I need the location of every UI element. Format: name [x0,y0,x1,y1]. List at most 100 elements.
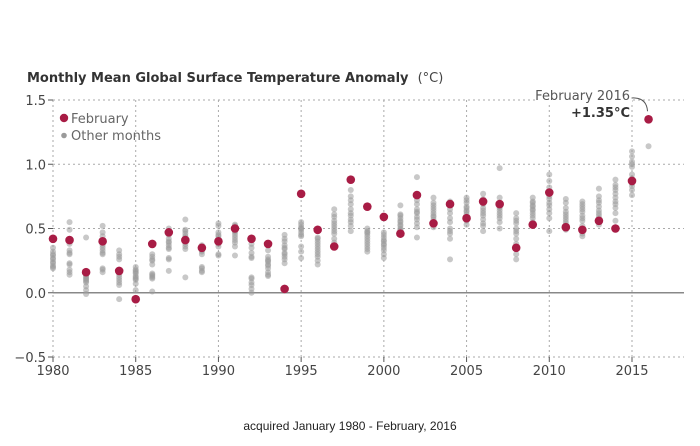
other-month-point [116,253,123,260]
chart-title-unit: (°C) [418,71,444,86]
annotation-background [535,88,632,103]
other-month-point [347,222,354,229]
other-month-point [595,193,602,200]
other-month-point [463,197,470,204]
other-month-point [513,217,520,224]
other-month-point [99,266,106,273]
other-month-point [513,251,520,258]
february-point [98,237,107,246]
other-month-point [165,238,172,245]
other-month-point [595,199,602,206]
other-month-point [595,185,602,192]
other-month-point [83,287,90,294]
other-month-point [447,256,454,263]
other-month-point [298,255,305,262]
other-month-point [364,243,371,250]
february-point [181,235,190,245]
other-month-point [331,228,338,235]
february-point [528,220,538,229]
other-month-point [215,231,222,238]
february-point [511,243,521,253]
other-month-point [298,243,305,250]
other-month-point [447,215,454,222]
other-month-point [546,171,553,178]
other-month-point [629,148,635,155]
other-month-point [231,234,238,241]
other-month-point [149,270,156,277]
other-month-point [579,233,586,240]
other-month-point [513,228,520,235]
other-month-point [380,255,387,262]
february-point [561,222,571,232]
february-point [429,219,438,228]
other-month-point [447,210,454,217]
other-month-point [364,229,371,236]
other-month-point [66,249,73,256]
other-month-point [165,244,172,251]
other-month-point [347,228,354,235]
other-month-point [612,184,619,191]
other-month-point [298,233,305,240]
other-month-point [529,212,536,219]
other-month-point [513,210,520,217]
february-point [65,235,74,245]
other-month-point [413,234,420,241]
other-month-point [99,247,106,254]
february-point [544,188,554,197]
other-month-point [513,235,520,242]
other-month-point [347,201,354,208]
february-point [147,239,157,249]
other-month-point [198,267,205,274]
other-month-point [546,177,553,184]
other-month-point [496,165,503,172]
february-point [396,229,405,238]
other-month-point [347,193,354,200]
other-month-point [496,194,503,201]
x-tick-label: 2000 [367,364,400,379]
other-month-point [612,176,619,183]
other-month-point [430,194,437,201]
other-month-point [562,199,569,206]
other-month-point [281,244,288,251]
february-point [611,224,620,233]
other-month-point [50,251,56,258]
other-month-point [546,199,553,206]
february-point [280,284,289,294]
chart-title-main: Monthly Mean Global Surface Temperature … [27,71,409,86]
x-tick-label: 1980 [36,364,69,379]
february-point [412,190,422,200]
february-point [379,212,389,222]
other-month-point [447,235,454,242]
other-month-point [463,208,470,215]
other-month-point [149,288,156,295]
other-month-point [430,199,437,206]
other-month-point [132,280,139,287]
other-month-point [364,238,371,245]
february-point [346,175,356,184]
other-month-point [165,267,172,274]
other-month-point [314,251,321,258]
february-point [164,228,174,237]
other-month-point [612,201,619,208]
other-month-point [66,269,73,276]
other-month-point [215,222,222,229]
other-month-point [66,261,73,268]
other-month-point [447,228,454,235]
other-month-point [231,239,238,246]
february-point [48,234,58,244]
other-month-point [480,190,487,197]
other-month-point [50,256,56,263]
other-month-point [116,279,123,286]
other-month-point [480,212,487,219]
y-tick-label: 1.0 [25,158,46,173]
other-month-point [397,202,404,209]
other-month-point [265,257,272,264]
chart-title: Monthly Mean Global Surface Temperature … [27,67,443,86]
other-month-point [331,217,338,224]
other-month-point [132,267,139,274]
other-month-point [347,186,354,193]
other-month-point [430,212,437,219]
other-month-point [413,174,420,181]
february-point [263,239,273,249]
